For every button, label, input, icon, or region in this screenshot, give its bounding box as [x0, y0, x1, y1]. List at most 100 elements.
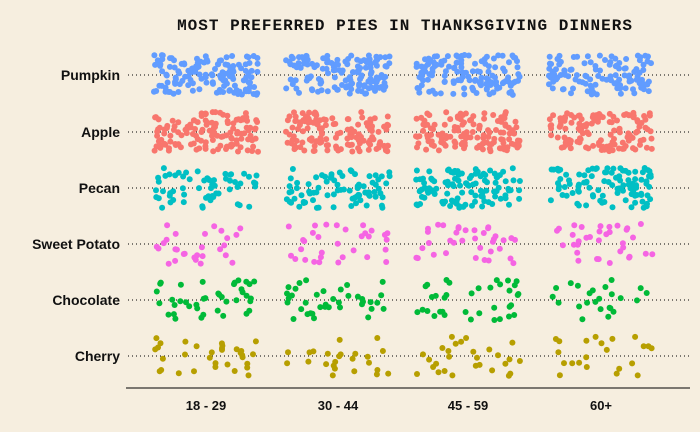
x-tick-label: 45 - 59 [448, 398, 488, 413]
data-point [176, 70, 182, 76]
data-point [546, 81, 552, 87]
data-point [384, 230, 390, 236]
data-point [610, 204, 616, 210]
data-point [332, 121, 338, 127]
data-point [469, 290, 475, 296]
data-point [368, 65, 374, 71]
data-point [235, 149, 241, 155]
data-point [373, 59, 379, 65]
data-point [254, 173, 260, 179]
data-point [255, 149, 261, 155]
data-point [609, 291, 615, 297]
data-point [463, 335, 469, 341]
data-point [600, 76, 606, 82]
data-point [206, 193, 212, 199]
data-point [230, 76, 236, 82]
data-point [489, 367, 495, 373]
data-point [236, 116, 242, 122]
data-point [247, 125, 253, 131]
data-point [485, 127, 491, 133]
data-point [223, 146, 229, 152]
data-point [492, 74, 498, 80]
data-point [472, 61, 478, 67]
data-point [305, 57, 311, 63]
data-point [463, 70, 469, 76]
data-point [498, 196, 504, 202]
data-point [641, 137, 647, 143]
data-point [250, 351, 256, 357]
data-point [283, 129, 289, 135]
data-point [323, 117, 329, 123]
data-point [618, 91, 624, 97]
data-point [463, 309, 469, 315]
data-point [590, 287, 596, 293]
x-tick-label: 60+ [590, 398, 612, 413]
data-point [311, 148, 317, 154]
data-point [160, 52, 166, 58]
data-point [447, 203, 453, 209]
data-point [488, 79, 494, 85]
data-point [214, 90, 220, 96]
data-point [155, 126, 161, 132]
data-point [180, 185, 186, 191]
data-point [253, 136, 259, 142]
data-point [384, 64, 390, 70]
data-point [308, 73, 314, 79]
data-point [293, 86, 299, 92]
data-point [368, 299, 374, 305]
data-point [476, 126, 482, 132]
data-point [194, 343, 200, 349]
data-point [154, 133, 160, 139]
data-point [515, 291, 521, 297]
data-point [190, 88, 196, 94]
data-point [516, 187, 522, 193]
data-point [470, 349, 476, 355]
data-point [575, 283, 581, 289]
data-point [598, 223, 604, 229]
data-point [511, 312, 517, 318]
data-point [350, 69, 356, 75]
data-point [509, 340, 515, 346]
data-point [199, 244, 205, 250]
data-point [207, 355, 213, 361]
data-point [474, 135, 480, 141]
data-point [300, 128, 306, 134]
data-point [323, 361, 329, 367]
data-point [374, 335, 380, 341]
data-point [188, 141, 194, 147]
data-point [218, 57, 224, 63]
data-point [584, 121, 590, 127]
data-point [220, 313, 226, 319]
data-point [287, 199, 293, 205]
data-point [167, 89, 173, 95]
data-point [162, 173, 168, 179]
data-point [583, 180, 589, 186]
data-point [349, 149, 355, 155]
data-point [360, 222, 366, 228]
data-point [339, 173, 345, 179]
data-point [485, 224, 491, 230]
data-point [495, 352, 501, 358]
data-point [315, 122, 321, 128]
data-point [152, 114, 158, 120]
data-point [488, 249, 494, 255]
data-point [173, 231, 179, 237]
data-point [442, 368, 448, 374]
data-point [422, 56, 428, 62]
data-point [251, 84, 257, 90]
data-point [381, 124, 387, 130]
data-point [302, 257, 308, 263]
data-point [155, 345, 161, 351]
data-point [426, 138, 432, 144]
data-point [291, 316, 297, 322]
data-point [589, 121, 595, 127]
data-point [492, 64, 498, 70]
data-point [238, 348, 244, 354]
data-point [198, 261, 204, 267]
data-point [323, 222, 329, 228]
data-point [178, 282, 184, 288]
data-point [211, 125, 217, 131]
data-point [603, 231, 609, 237]
data-point [506, 59, 512, 65]
y-tick-label: Apple [81, 124, 120, 140]
